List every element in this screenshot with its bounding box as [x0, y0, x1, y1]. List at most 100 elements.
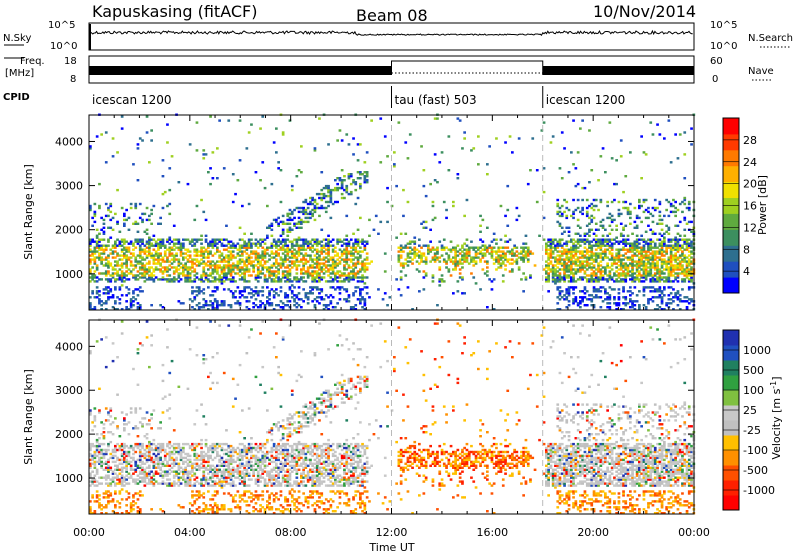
- power-cell: [659, 201, 662, 203]
- velocity-cell: [114, 490, 117, 492]
- velocity-cell: [132, 368, 135, 370]
- power-cell: [196, 276, 199, 278]
- power-cell: [683, 131, 686, 133]
- power-cell: [128, 278, 131, 280]
- power-cell: [171, 155, 174, 157]
- power-cell: [556, 199, 559, 201]
- power-cell: [357, 256, 360, 258]
- power-cell: [311, 270, 314, 272]
- power-cell: [461, 276, 464, 278]
- power-cell: [547, 272, 550, 274]
- power-cell: [674, 225, 677, 227]
- power-cell: [275, 151, 278, 153]
- velocity-cell: [137, 435, 140, 437]
- power-cell: [155, 241, 158, 243]
- power-cell: [248, 280, 251, 282]
- power-cell: [688, 278, 691, 280]
- power-cell: [670, 239, 673, 241]
- power-cell: [354, 304, 357, 306]
- power-cell: [416, 268, 419, 270]
- power-cell: [668, 302, 671, 304]
- velocity-cell: [150, 427, 153, 429]
- power-cell: [248, 254, 251, 256]
- power-cell: [609, 250, 612, 252]
- power-cell: [688, 243, 691, 245]
- power-cell: [364, 276, 367, 278]
- power-cell: [502, 247, 505, 249]
- power-cell: [683, 254, 686, 256]
- velocity-cell: [132, 473, 135, 475]
- velocity-cell: [130, 502, 133, 504]
- power-cell: [384, 252, 387, 254]
- power-cell: [341, 258, 344, 260]
- power-cell: [232, 292, 235, 294]
- power-cell: [137, 239, 140, 241]
- power-cell: [266, 235, 269, 237]
- power-cell: [298, 260, 301, 262]
- velocity-cell: [107, 490, 110, 492]
- power-cell: [561, 276, 564, 278]
- cpid-label: CPID: [3, 92, 30, 103]
- power-cell: [150, 129, 153, 131]
- power-cell: [572, 268, 575, 270]
- power-cell: [565, 215, 568, 217]
- power-cell: [677, 225, 680, 227]
- power-cell: [579, 245, 582, 247]
- power-cell: [688, 302, 691, 304]
- power-cell: [679, 133, 682, 135]
- power-cell: [91, 290, 94, 292]
- power-cell: [438, 241, 441, 243]
- power-cell: [325, 294, 328, 296]
- power-cell: [565, 241, 568, 243]
- power-cell: [359, 217, 362, 219]
- power-cell: [243, 233, 246, 235]
- power-cell: [330, 272, 333, 274]
- power-cell: [255, 250, 258, 252]
- power-cell: [341, 193, 344, 195]
- power-cell: [112, 294, 115, 296]
- power-cell: [307, 207, 310, 209]
- velocity-cell: [103, 463, 106, 465]
- power-cell: [681, 201, 684, 203]
- power-cell: [663, 254, 666, 256]
- power-cell: [298, 211, 301, 213]
- power-cell: [606, 205, 609, 207]
- power-cell: [107, 278, 110, 280]
- power-cell: [450, 274, 453, 276]
- power-cell: [624, 296, 627, 298]
- power-cell: [679, 235, 682, 237]
- power-cell: [509, 262, 512, 264]
- power-cell: [645, 217, 648, 219]
- power-cell: [205, 239, 208, 241]
- power-cell: [196, 258, 199, 260]
- power-cell: [327, 268, 330, 270]
- power-cell: [479, 239, 482, 241]
- power-cell: [94, 241, 97, 243]
- power-cell: [683, 229, 686, 231]
- power-cell: [434, 153, 437, 155]
- velocity-cell: [96, 461, 99, 463]
- velocity-cell: [107, 443, 110, 445]
- power-cell: [629, 211, 632, 213]
- power-cell: [296, 175, 299, 177]
- power-cell: [264, 266, 267, 268]
- power-cell: [370, 119, 373, 121]
- power-cell: [577, 219, 580, 221]
- power-cell: [202, 153, 205, 155]
- power-cell: [216, 147, 219, 149]
- power-cell: [561, 296, 564, 298]
- power-cell: [275, 258, 278, 260]
- power-cell: [107, 207, 110, 209]
- power-cell: [191, 300, 194, 302]
- power-cell: [343, 278, 346, 280]
- power-cell: [500, 239, 503, 241]
- velocity-cell: [141, 461, 144, 463]
- power-cell: [189, 266, 192, 268]
- power-cell: [647, 243, 650, 245]
- power-cell: [357, 197, 360, 199]
- power-cell: [681, 258, 684, 260]
- power-cell: [334, 272, 337, 274]
- power-cell: [609, 245, 612, 247]
- power-cell: [139, 239, 142, 241]
- power-cell: [572, 119, 575, 121]
